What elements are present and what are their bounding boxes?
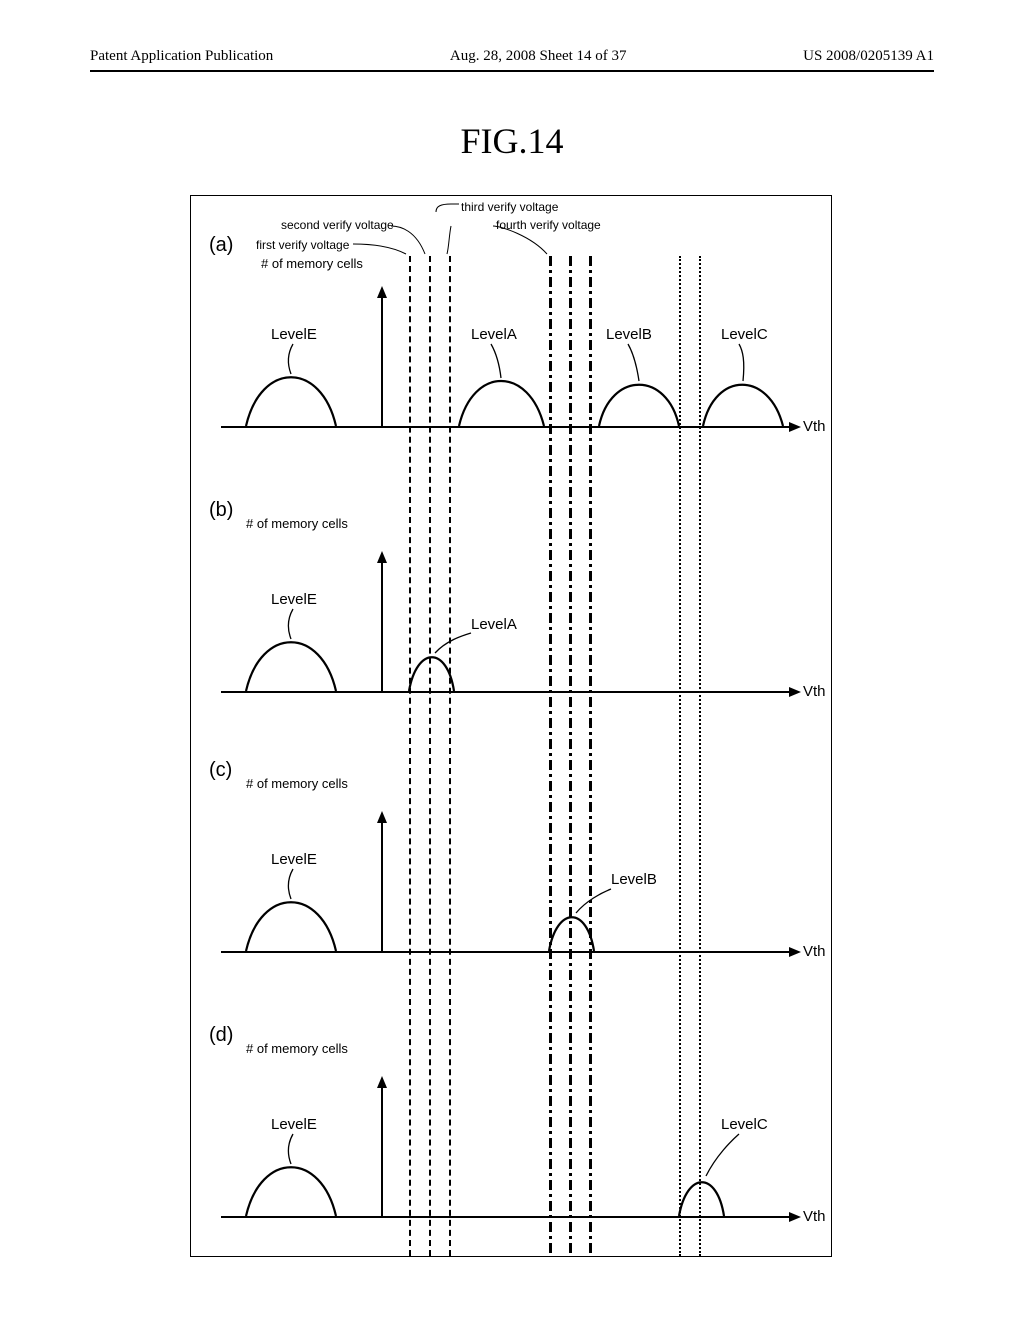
panel-a: (a) # of memory cells Vth LevelE LevelA … — [191, 196, 831, 456]
header-rule — [90, 70, 934, 72]
panel-a-lead-a — [491, 344, 501, 378]
panel-a-lead-c — [739, 344, 744, 381]
panel-c: (c) # of memory cells Vth LevelE LevelB — [191, 721, 831, 981]
panel-b-lead-a — [435, 633, 471, 653]
panel-d-lead-e — [288, 1134, 293, 1164]
panel-b-peaks — [191, 461, 831, 721]
header-left: Patent Application Publication — [90, 48, 273, 65]
panel-d: (d) # of memory cells Vth LevelE LevelC — [191, 986, 831, 1246]
panel-d-peak-c — [679, 1182, 724, 1216]
panel-b-lead-e — [288, 609, 293, 639]
panel-a-peaks — [191, 196, 831, 456]
panel-c-peak-e — [246, 902, 336, 951]
panel-d-peaks — [191, 986, 831, 1246]
header-right: US 2008/0205139 A1 — [803, 48, 934, 65]
panel-b: (b) # of memory cells Vth LevelE LevelA — [191, 461, 831, 721]
header-center: Aug. 28, 2008 Sheet 14 of 37 — [450, 48, 627, 65]
figure-title: FIG.14 — [0, 120, 1024, 162]
panel-a-peak-e — [246, 377, 336, 426]
panel-a-peak-a — [459, 381, 544, 426]
panel-a-peak-b — [599, 385, 679, 426]
page-header: Patent Application Publication Aug. 28, … — [0, 48, 1024, 65]
panel-c-lead-e — [288, 869, 293, 899]
panel-c-peak-b — [549, 917, 594, 951]
panel-c-peaks — [191, 721, 831, 981]
page: Patent Application Publication Aug. 28, … — [0, 0, 1024, 1320]
panel-d-lead-c — [706, 1134, 739, 1176]
panel-b-peak-e — [246, 642, 336, 691]
figure-box: third verify voltage second verify volta… — [190, 195, 832, 1257]
panel-b-peak-a — [409, 657, 454, 691]
panel-d-peak-e — [246, 1167, 336, 1216]
panel-a-lead-e — [288, 344, 293, 374]
panel-a-lead-b — [628, 344, 639, 381]
panel-a-peak-c — [703, 385, 783, 426]
panel-c-lead-b — [576, 889, 611, 913]
